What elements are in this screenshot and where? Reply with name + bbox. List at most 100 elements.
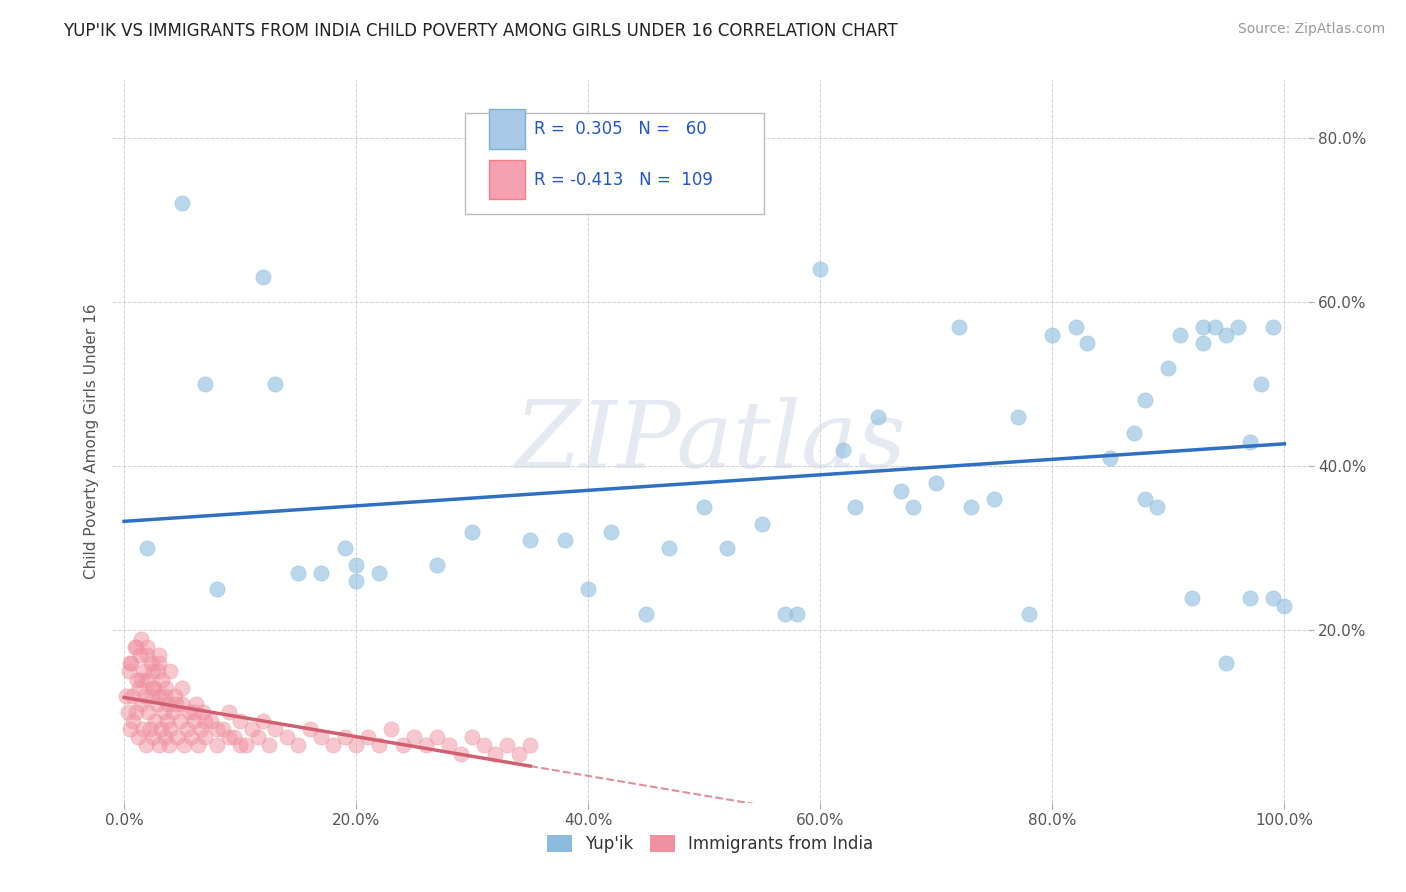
Point <box>832 442 855 457</box>
Point <box>380 722 402 736</box>
Point <box>149 689 172 703</box>
Point <box>190 722 212 736</box>
Point <box>868 409 890 424</box>
Point <box>153 730 176 744</box>
Point <box>1215 327 1237 342</box>
Point <box>162 706 184 720</box>
Point <box>983 491 1005 506</box>
Point <box>117 706 139 720</box>
Point <box>148 739 170 753</box>
Point <box>252 270 274 285</box>
Point <box>322 739 344 753</box>
Point <box>169 714 191 728</box>
Point <box>287 739 309 753</box>
Point <box>298 722 321 736</box>
Point <box>194 377 217 392</box>
Point <box>180 730 202 744</box>
Point <box>194 714 217 728</box>
Point <box>775 607 797 621</box>
Point <box>139 657 162 671</box>
Point <box>344 739 367 753</box>
Point <box>519 739 541 753</box>
Point <box>159 722 181 736</box>
Point <box>716 541 738 556</box>
Point <box>125 673 148 687</box>
Point <box>127 730 149 744</box>
Point <box>1168 327 1191 342</box>
Bar <box>489 109 524 149</box>
Point <box>786 607 808 621</box>
Point <box>1064 319 1087 334</box>
Point <box>240 722 263 736</box>
Point <box>925 475 948 490</box>
Point <box>1099 450 1122 465</box>
Point <box>1215 657 1237 671</box>
Point <box>415 739 437 753</box>
Point <box>890 483 912 498</box>
Point <box>1133 393 1156 408</box>
Point <box>177 706 200 720</box>
Point <box>218 706 240 720</box>
Point <box>131 722 153 736</box>
Point <box>138 706 160 720</box>
Point <box>1250 377 1272 392</box>
Point <box>148 648 170 662</box>
Point <box>165 689 187 703</box>
Point <box>150 673 173 687</box>
Point <box>693 500 716 515</box>
Point <box>1007 409 1029 424</box>
Point <box>165 698 187 712</box>
Point <box>1239 434 1261 449</box>
Point <box>172 681 194 695</box>
Point <box>191 706 214 720</box>
Point <box>136 640 159 654</box>
Point <box>156 714 179 728</box>
Point <box>157 698 180 712</box>
Point <box>357 730 380 744</box>
Point <box>948 319 970 334</box>
Point <box>145 714 167 728</box>
Point <box>426 730 449 744</box>
Point <box>404 730 426 744</box>
Point <box>205 582 228 597</box>
Point <box>118 722 141 736</box>
Point <box>808 262 831 277</box>
Point <box>157 739 180 753</box>
Point <box>172 698 194 712</box>
Text: ZIPatlas: ZIPatlas <box>515 397 905 486</box>
Point <box>205 722 228 736</box>
Point <box>183 706 205 720</box>
Point <box>257 739 280 753</box>
Point <box>264 377 287 392</box>
Point <box>155 681 177 695</box>
Point <box>484 747 506 761</box>
Point <box>134 689 156 703</box>
Point <box>1146 500 1168 515</box>
Point <box>1226 319 1249 334</box>
Point <box>176 722 198 736</box>
Point <box>153 689 176 703</box>
Text: R =  0.305   N =   60: R = 0.305 N = 60 <box>534 120 707 138</box>
Point <box>132 665 155 679</box>
Point <box>1261 591 1284 605</box>
FancyBboxPatch shape <box>465 112 763 214</box>
Point <box>844 500 866 515</box>
Point <box>166 730 188 744</box>
Point <box>287 566 309 580</box>
Point <box>1180 591 1202 605</box>
Point <box>184 698 207 712</box>
Point <box>246 730 269 744</box>
Point <box>600 524 623 539</box>
Point <box>344 558 367 572</box>
Point <box>450 747 472 761</box>
Point <box>1122 426 1144 441</box>
Point <box>636 607 658 621</box>
Point <box>426 558 449 572</box>
Point <box>136 673 159 687</box>
Point <box>152 706 174 720</box>
Point <box>173 739 195 753</box>
Point <box>146 665 169 679</box>
Point <box>1018 607 1040 621</box>
Text: R = -0.413   N =  109: R = -0.413 N = 109 <box>534 170 713 188</box>
Point <box>508 747 530 761</box>
